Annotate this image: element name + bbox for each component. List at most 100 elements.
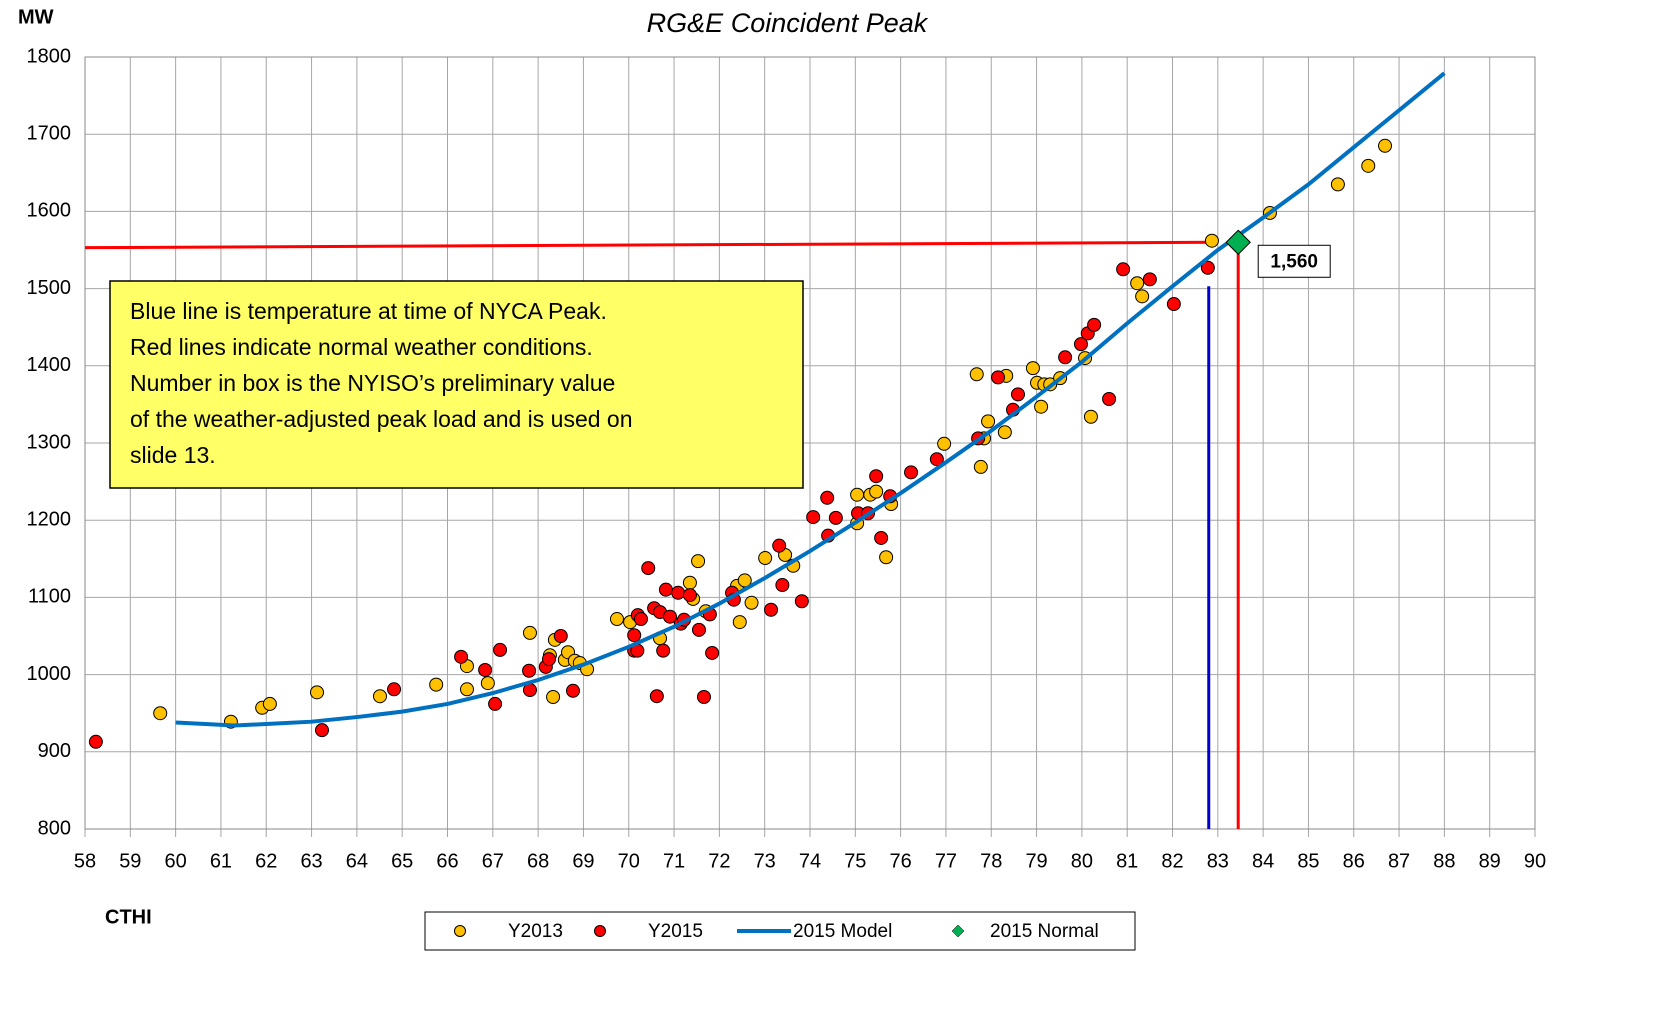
- scatter-point: [1135, 289, 1150, 304]
- scatter-point: [387, 682, 402, 697]
- scatter-point: [732, 615, 747, 630]
- annotation-text: Number in box is the NYISO’s preliminary…: [130, 370, 615, 396]
- scatter-point: [879, 550, 894, 565]
- scatter-point: [671, 585, 686, 600]
- scatter-point: [1058, 350, 1073, 365]
- scatter-point: [1116, 262, 1131, 277]
- legend-label: 2015 Model: [793, 921, 892, 942]
- scatter-point: [1142, 272, 1157, 287]
- y-tick-label: 1800: [27, 45, 72, 67]
- scatter-point: [262, 696, 277, 711]
- scatter-point: [691, 622, 706, 637]
- scatter-point: [88, 734, 103, 749]
- x-tick-label: 89: [1479, 850, 1501, 872]
- x-tick-label: 61: [210, 850, 232, 872]
- scatter-point: [794, 594, 809, 609]
- legend-label: 2015 Normal: [990, 921, 1099, 942]
- scatter-point: [1330, 177, 1345, 192]
- x-tick-label: 82: [1161, 850, 1183, 872]
- scatter-point: [869, 484, 884, 499]
- chart-title: RG&E Coincident Peak: [647, 8, 929, 38]
- scatter-point: [656, 643, 671, 658]
- x-tick-label: 67: [482, 850, 504, 872]
- x-tick-label: 76: [890, 850, 912, 872]
- scatter-point: [546, 689, 561, 704]
- scatter-point: [973, 459, 988, 474]
- legend-marker: [454, 925, 466, 937]
- y-tick-label: 1200: [27, 508, 72, 530]
- scatter-point: [991, 370, 1006, 385]
- normal-point: [1225, 229, 1251, 255]
- value-label-box: [1257, 244, 1331, 278]
- scatter-point: [1083, 409, 1098, 424]
- x-tick-label: 63: [300, 850, 322, 872]
- scatter-point: [429, 677, 444, 692]
- scatter-point: [758, 551, 773, 566]
- scatter-point: [705, 645, 720, 660]
- annotation-box: [109, 280, 804, 489]
- scatter-point: [775, 578, 790, 593]
- scatter-point: [904, 465, 919, 480]
- scatter-point: [869, 469, 884, 484]
- scatter-point: [997, 425, 1012, 440]
- scatter-point: [1073, 337, 1088, 352]
- scatter-point: [662, 609, 677, 624]
- scatter-point: [372, 689, 387, 704]
- scatter-point: [314, 723, 329, 738]
- legend-marker: [594, 925, 606, 937]
- scatter-point: [682, 588, 697, 603]
- scatter-point: [737, 573, 752, 588]
- x-tick-label: 58: [74, 850, 96, 872]
- scatter-point: [1010, 387, 1025, 402]
- y-tick-label: 1400: [27, 354, 72, 376]
- scatter-point: [478, 662, 493, 677]
- scatter-point: [1025, 361, 1040, 376]
- annotation-text: Red lines indicate normal weather condit…: [130, 334, 593, 360]
- y-tick-label: 1600: [27, 200, 72, 222]
- x-tick-label: 70: [618, 850, 640, 872]
- value-label: 1,560: [1270, 251, 1318, 272]
- legend-label: Y2015: [648, 921, 703, 942]
- x-tick-label: 77: [935, 850, 957, 872]
- scatter-point: [1130, 276, 1145, 291]
- legend-marker: [951, 924, 965, 938]
- scatter-point: [1166, 297, 1181, 312]
- scatter-point: [828, 510, 843, 525]
- scatter-point: [454, 649, 469, 664]
- x-tick-label: 90: [1524, 850, 1546, 872]
- y-tick-label: 1000: [27, 663, 72, 685]
- x-axis-label: CTHI: [105, 906, 152, 928]
- scatter-point: [969, 367, 984, 382]
- scatter-point: [764, 602, 779, 617]
- scatter-point: [459, 682, 474, 697]
- scatter-point: [153, 706, 168, 721]
- scatter-point: [522, 625, 537, 640]
- y-tick-label: 1100: [28, 586, 71, 608]
- scatter-point: [929, 452, 944, 467]
- x-tick-label: 59: [119, 850, 141, 872]
- x-tick-label: 87: [1388, 850, 1410, 872]
- scatter-point: [310, 685, 324, 700]
- annotation-text: Blue line is temperature at time of NYCA…: [130, 298, 607, 324]
- scatter-point: [658, 582, 673, 597]
- x-tick-label: 79: [1025, 850, 1047, 872]
- x-tick-label: 78: [980, 850, 1002, 872]
- scatter-point: [488, 696, 503, 711]
- x-tick-label: 72: [708, 850, 730, 872]
- x-tick-label: 75: [844, 850, 866, 872]
- y-tick-label: 1700: [27, 122, 72, 144]
- y-tick-label: 1300: [27, 431, 72, 453]
- plot-border: [84, 56, 1536, 830]
- legend-label: Y2013: [508, 921, 563, 942]
- scatter-point: [633, 612, 648, 627]
- scatter-point: [627, 628, 642, 643]
- scatter-point: [1378, 138, 1393, 153]
- x-tick-label: 84: [1252, 850, 1274, 872]
- scatter-point: [806, 510, 821, 525]
- scatter-point: [1361, 158, 1376, 173]
- x-tick-label: 66: [436, 850, 458, 872]
- scatter-point: [522, 663, 537, 678]
- x-tick-label: 86: [1343, 850, 1365, 872]
